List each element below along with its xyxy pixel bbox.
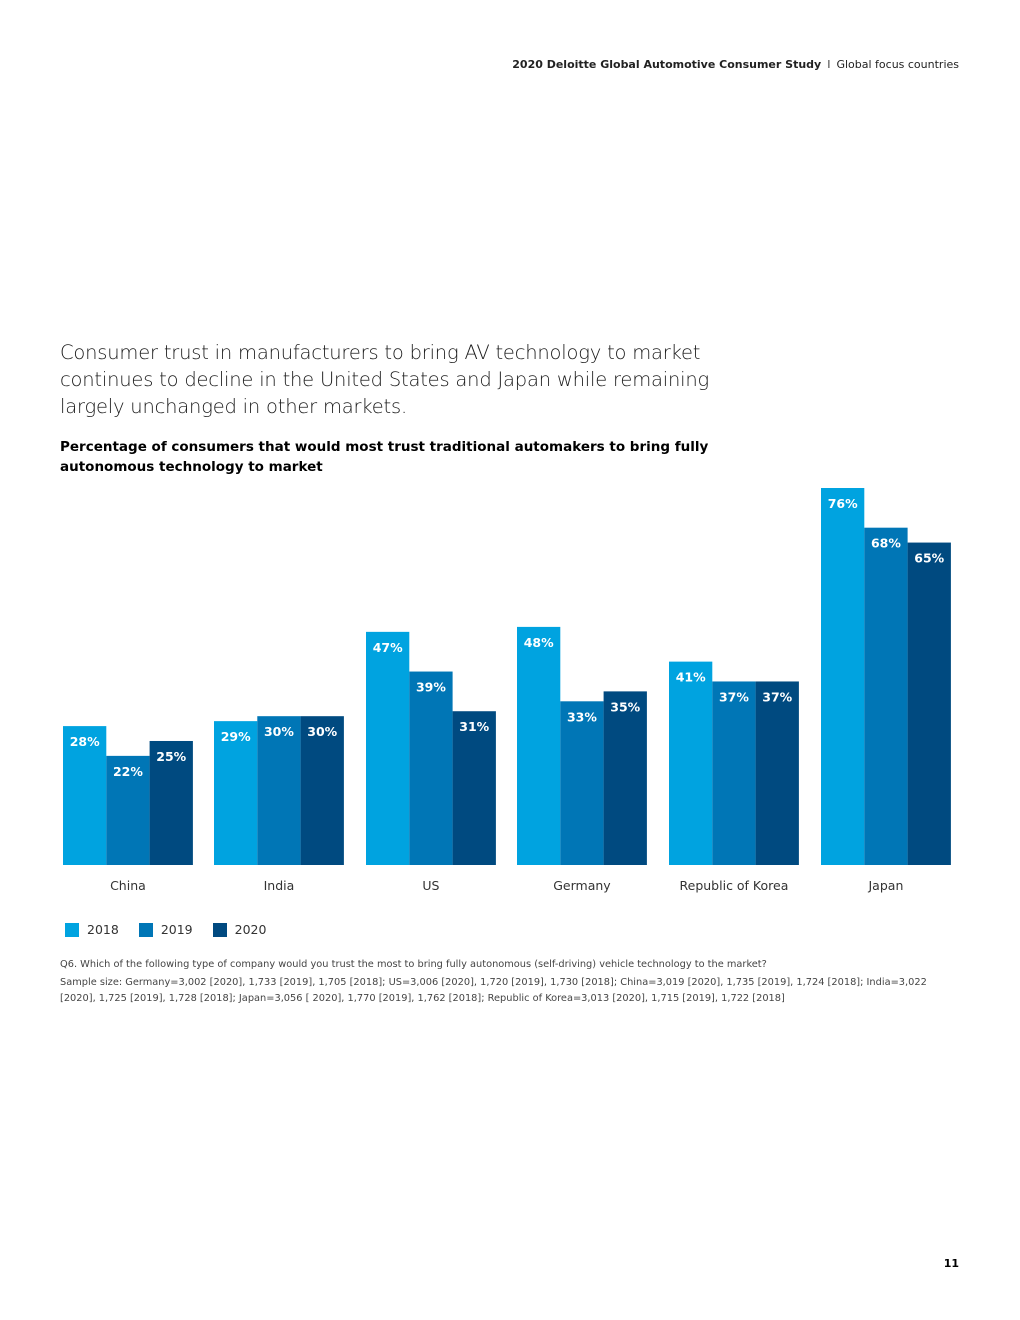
legend-swatch — [138, 922, 153, 937]
data-label: 76% — [828, 496, 858, 511]
data-label: 41% — [676, 670, 706, 685]
header-separator: I — [827, 58, 831, 71]
legend-item-2018: 2018 — [65, 922, 119, 937]
legend-label: 2019 — [160, 922, 193, 937]
bar-india-2020 — [300, 716, 344, 865]
bar-japan-2019 — [864, 527, 908, 865]
bar-us-2018 — [366, 631, 410, 865]
category-label: US — [422, 878, 439, 893]
data-label: 68% — [871, 536, 901, 551]
chart-notes: Q6. Which of the following type of compa… — [60, 957, 960, 1009]
data-label: 31% — [459, 719, 489, 734]
bar-japan-2020 — [907, 542, 951, 865]
category-label: Republic of Korea — [680, 878, 789, 893]
legend-item-2020: 2020 — [212, 922, 267, 937]
bar-republic-of-korea-2019 — [712, 681, 756, 865]
page-header: 2020 Deloitte Global Automotive Consumer… — [512, 58, 959, 71]
data-label: 30% — [264, 724, 294, 739]
headline: Consumer trust in manufacturers to bring… — [60, 341, 710, 418]
data-label: 39% — [416, 680, 446, 695]
bar-republic-of-korea-2018 — [669, 661, 713, 865]
legend-swatch — [212, 922, 227, 937]
category-label: Japan — [868, 878, 904, 893]
bar-china-2018 — [63, 726, 107, 865]
legend-label: 2018 — [87, 922, 119, 937]
legend-item-2019: 2019 — [138, 922, 193, 937]
study-title: 2020 Deloitte Global Automotive Consumer… — [512, 58, 822, 71]
bar-germany-2018 — [517, 626, 561, 865]
data-label: 65% — [914, 551, 944, 566]
data-label: 37% — [762, 689, 792, 704]
sample-size: Sample size: Germany=3,002 [2020], 1,733… — [60, 977, 927, 1004]
category-label: Germany — [553, 878, 611, 893]
survey-question: Q6. Which of the following type of compa… — [60, 959, 767, 970]
data-label: 47% — [373, 640, 403, 655]
bar-chart: 28% 22% 25% China 29% 30% 30% India 47% 39% 31% US 4… — [63, 488, 951, 893]
data-label: 48% — [524, 635, 554, 650]
chart-legend: 2018 2019 2020 — [65, 922, 266, 937]
data-label: 28% — [70, 734, 100, 749]
bar-china-2019 — [106, 755, 150, 865]
bar-us-2020 — [452, 711, 496, 865]
data-label: 22% — [113, 764, 143, 779]
bar-germany-2020 — [603, 691, 647, 865]
bar-japan-2018 — [821, 488, 865, 865]
category-label: China — [110, 878, 146, 893]
data-label: 29% — [221, 729, 251, 744]
bar-republic-of-korea-2020 — [755, 681, 799, 865]
data-label: 30% — [307, 724, 337, 739]
bar-germany-2019 — [560, 701, 604, 865]
bar-india-2019 — [257, 716, 301, 865]
data-label: 35% — [610, 699, 640, 714]
bar-india-2018 — [214, 721, 258, 865]
page-number: 11 — [943, 1257, 959, 1270]
bar-us-2019 — [409, 671, 453, 865]
bar-china-2020 — [149, 740, 193, 865]
category-label: India — [264, 878, 295, 893]
data-label: 33% — [567, 709, 597, 724]
section-title: Global focus countries — [836, 58, 959, 71]
data-label: 25% — [156, 749, 186, 764]
chart-title: Percentage of consumers that would most … — [60, 439, 709, 475]
legend-swatch — [65, 922, 79, 937]
data-label: 37% — [719, 689, 749, 704]
legend-label: 2020 — [234, 922, 267, 937]
